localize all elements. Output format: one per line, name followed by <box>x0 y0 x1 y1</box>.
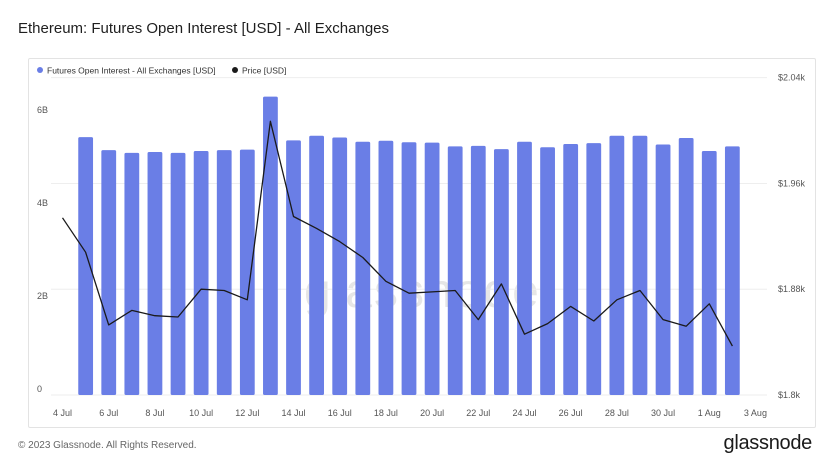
copyright-text: © 2023 Glassnode. All Rights Reserved. <box>18 440 197 451</box>
bar-open-interest <box>401 142 417 395</box>
y-left-tick-label: 0 <box>37 384 42 394</box>
x-tick-label: 12 Jul <box>235 408 259 418</box>
bar-open-interest <box>378 140 394 395</box>
y-right-tick-label: $1.8k <box>778 390 801 400</box>
x-tick-label: 20 Jul <box>420 408 444 418</box>
bar-open-interest <box>655 144 671 395</box>
bar-open-interest <box>517 141 532 395</box>
bar-open-interest <box>678 138 694 395</box>
bar-open-interest <box>447 146 463 395</box>
bar-open-interest <box>239 149 255 395</box>
bar-open-interest <box>286 140 301 395</box>
bar-open-interest <box>609 135 625 395</box>
y-right-tick-label: $2.04k <box>778 73 806 83</box>
legend-swatch-open-interest <box>37 67 43 73</box>
y-left-tick-label: 2B <box>37 291 48 301</box>
chart-panel: glassnode Futures Open Interest - All Ex… <box>28 58 816 428</box>
x-tick-label: 26 Jul <box>559 408 583 418</box>
bar-open-interest <box>563 144 579 395</box>
bar-open-interest <box>78 137 94 395</box>
bar-open-interest <box>632 135 648 395</box>
bar-open-interest <box>147 151 163 395</box>
x-tick-label: 16 Jul <box>328 408 352 418</box>
bar-open-interest <box>586 143 602 395</box>
x-tick-label: 6 Jul <box>99 408 118 418</box>
x-tick-label: 14 Jul <box>282 408 306 418</box>
x-tick-label: 10 Jul <box>189 408 213 418</box>
bar-open-interest <box>701 151 717 395</box>
bar-open-interest <box>332 137 348 395</box>
x-tick-label: 24 Jul <box>512 408 536 418</box>
bar-open-interest <box>724 146 740 395</box>
y-right-tick-label: $1.88k <box>778 284 806 294</box>
legend-label-open-interest: Futures Open Interest - All Exchanges [U… <box>47 66 216 76</box>
bar-open-interest <box>309 135 325 395</box>
legend-label-price: Price [USD] <box>242 66 286 76</box>
bar-open-interest <box>193 151 209 395</box>
x-tick-label: 28 Jul <box>605 408 629 418</box>
x-tick-label: 30 Jul <box>651 408 675 418</box>
x-tick-label: 1 Aug <box>698 408 721 418</box>
legend-swatch-price <box>232 67 238 73</box>
page-title: Ethereum: Futures Open Interest [USD] - … <box>18 20 390 37</box>
bar-open-interest <box>424 142 440 395</box>
x-tick-label: 3 Aug <box>744 408 767 418</box>
x-tick-label: 8 Jul <box>145 408 164 418</box>
bar-open-interest <box>101 150 117 395</box>
x-tick-label: 18 Jul <box>374 408 398 418</box>
bar-open-interest <box>216 150 232 395</box>
bar-open-interest <box>263 96 278 396</box>
y-left-tick-label: 4B <box>37 198 48 208</box>
x-tick-label: 22 Jul <box>466 408 490 418</box>
x-tick-label: 4 Jul <box>53 408 72 418</box>
bar-open-interest <box>124 152 140 395</box>
chart-svg: Futures Open Interest - All Exchanges [U… <box>37 66 806 418</box>
bar-open-interest <box>355 141 371 395</box>
bar-open-interest <box>540 147 555 395</box>
bar-open-interest <box>170 152 186 395</box>
y-right-tick-label: $1.96k <box>778 178 806 188</box>
bar-open-interest <box>470 145 486 395</box>
glassnode-logo: glassnode <box>723 432 813 454</box>
y-left-tick-label: 6B <box>37 105 48 115</box>
price-line <box>61 120 733 347</box>
bar-open-interest <box>493 149 509 395</box>
